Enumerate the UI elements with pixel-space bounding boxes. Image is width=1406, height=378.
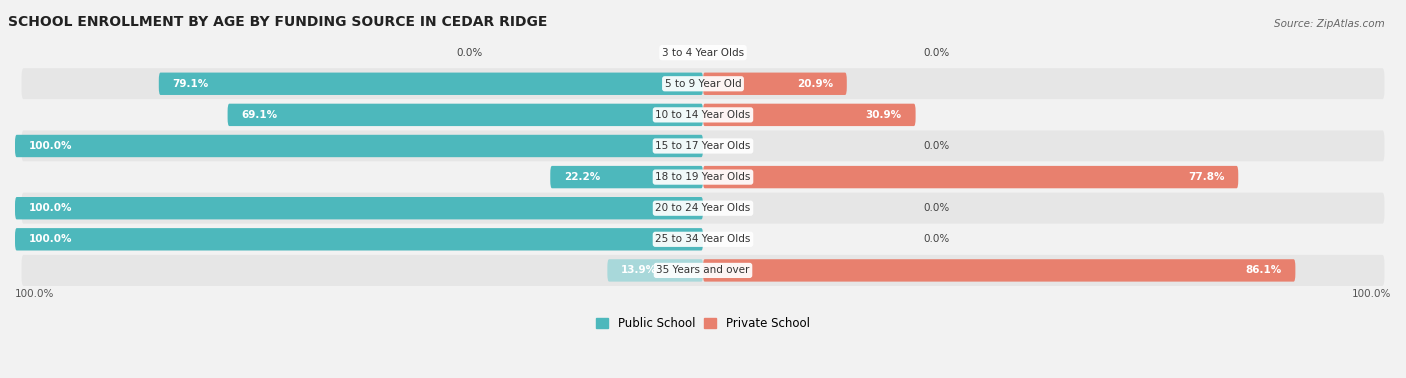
FancyBboxPatch shape	[607, 259, 703, 282]
FancyBboxPatch shape	[15, 197, 703, 219]
FancyBboxPatch shape	[21, 161, 1385, 193]
Text: 10 to 14 Year Olds: 10 to 14 Year Olds	[655, 110, 751, 120]
Text: 86.1%: 86.1%	[1246, 265, 1282, 276]
Text: 79.1%: 79.1%	[173, 79, 209, 89]
FancyBboxPatch shape	[21, 68, 1385, 99]
Text: SCHOOL ENROLLMENT BY AGE BY FUNDING SOURCE IN CEDAR RIDGE: SCHOOL ENROLLMENT BY AGE BY FUNDING SOUR…	[8, 15, 547, 29]
Text: 0.0%: 0.0%	[457, 48, 482, 58]
Text: 18 to 19 Year Olds: 18 to 19 Year Olds	[655, 172, 751, 182]
Text: 5 to 9 Year Old: 5 to 9 Year Old	[665, 79, 741, 89]
Text: 22.2%: 22.2%	[564, 172, 600, 182]
FancyBboxPatch shape	[15, 135, 703, 157]
Text: Source: ZipAtlas.com: Source: ZipAtlas.com	[1274, 19, 1385, 29]
Text: 77.8%: 77.8%	[1188, 172, 1225, 182]
FancyBboxPatch shape	[21, 37, 1385, 68]
FancyBboxPatch shape	[703, 259, 1295, 282]
FancyBboxPatch shape	[21, 99, 1385, 130]
FancyBboxPatch shape	[21, 224, 1385, 255]
FancyBboxPatch shape	[21, 255, 1385, 286]
FancyBboxPatch shape	[21, 130, 1385, 161]
Text: 25 to 34 Year Olds: 25 to 34 Year Olds	[655, 234, 751, 244]
FancyBboxPatch shape	[550, 166, 703, 188]
Text: 100.0%: 100.0%	[28, 203, 72, 213]
FancyBboxPatch shape	[21, 193, 1385, 224]
Text: 13.9%: 13.9%	[621, 265, 657, 276]
FancyBboxPatch shape	[159, 73, 703, 95]
FancyBboxPatch shape	[15, 228, 703, 251]
FancyBboxPatch shape	[703, 104, 915, 126]
Text: 20.9%: 20.9%	[797, 79, 832, 89]
Legend: Public School, Private School: Public School, Private School	[592, 312, 814, 335]
Text: 100.0%: 100.0%	[15, 289, 55, 299]
Text: 35 Years and over: 35 Years and over	[657, 265, 749, 276]
FancyBboxPatch shape	[703, 73, 846, 95]
FancyBboxPatch shape	[703, 166, 1239, 188]
Text: 3 to 4 Year Olds: 3 to 4 Year Olds	[662, 48, 744, 58]
Text: 15 to 17 Year Olds: 15 to 17 Year Olds	[655, 141, 751, 151]
Text: 0.0%: 0.0%	[924, 234, 949, 244]
Text: 0.0%: 0.0%	[924, 141, 949, 151]
Text: 100.0%: 100.0%	[28, 141, 72, 151]
Text: 69.1%: 69.1%	[242, 110, 277, 120]
Text: 0.0%: 0.0%	[924, 48, 949, 58]
Text: 100.0%: 100.0%	[28, 234, 72, 244]
Text: 20 to 24 Year Olds: 20 to 24 Year Olds	[655, 203, 751, 213]
Text: 30.9%: 30.9%	[866, 110, 901, 120]
Text: 0.0%: 0.0%	[924, 203, 949, 213]
FancyBboxPatch shape	[228, 104, 703, 126]
Text: 100.0%: 100.0%	[1351, 289, 1391, 299]
